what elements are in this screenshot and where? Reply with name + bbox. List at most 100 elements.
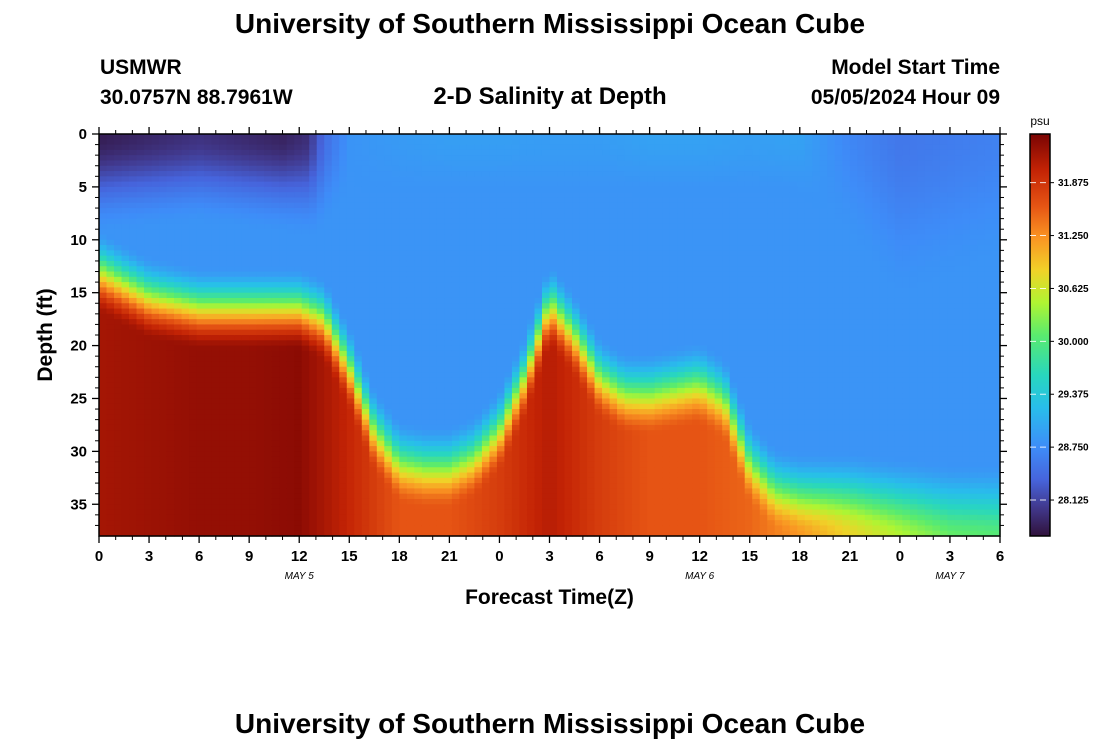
heatmap-cell	[241, 319, 250, 326]
heatmap-cell	[256, 340, 265, 347]
heatmap-cell	[166, 324, 175, 331]
heatmap-cell	[339, 234, 348, 241]
heatmap-cell	[391, 297, 400, 304]
heatmap-cell	[549, 372, 558, 378]
heatmap-cell	[196, 509, 205, 516]
heatmap-cell	[159, 467, 168, 474]
heatmap-cell	[159, 245, 168, 251]
heatmap-cell	[436, 424, 445, 431]
heatmap-cell	[144, 335, 153, 341]
heatmap-cell	[159, 398, 168, 405]
heatmap-cell	[549, 250, 558, 257]
heatmap-cell	[136, 292, 145, 299]
heatmap-cell	[436, 387, 445, 394]
heatmap-cell	[346, 266, 355, 273]
heatmap-cell	[196, 446, 205, 452]
heatmap-cell	[519, 403, 528, 410]
heatmap-cell	[264, 171, 273, 177]
heatmap-cell	[346, 239, 355, 246]
heatmap-cell	[279, 144, 288, 151]
heatmap-cell	[159, 345, 168, 352]
heatmap-cell	[496, 424, 506, 431]
heatmap-cell	[301, 260, 310, 267]
heatmap-cell	[519, 335, 528, 341]
heatmap-cell	[474, 308, 483, 315]
heatmap-cell	[301, 208, 310, 214]
heatmap-cell	[391, 276, 400, 283]
heatmap-cell	[466, 350, 476, 357]
heatmap-cell	[211, 366, 220, 373]
heatmap-cell	[406, 345, 415, 352]
heatmap-cell	[339, 292, 348, 299]
heatmap-cell	[429, 345, 438, 352]
heatmap-cell	[279, 520, 288, 527]
heatmap-cell	[211, 467, 220, 474]
heatmap-cell	[346, 171, 355, 177]
heatmap-cell	[369, 398, 378, 405]
heatmap-cell	[241, 387, 250, 394]
heatmap-cell	[421, 213, 430, 220]
heatmap-cell	[436, 165, 445, 172]
heatmap-cell	[429, 493, 438, 500]
heatmap-cell	[376, 149, 385, 156]
heatmap-cell	[279, 387, 288, 394]
heatmap-cell	[564, 467, 573, 474]
heatmap-cell	[549, 271, 558, 278]
heatmap-cell	[399, 229, 408, 236]
heatmap-cell	[264, 446, 273, 452]
heatmap-cell	[181, 498, 190, 505]
heatmap-cell	[354, 472, 363, 479]
heatmap-cell	[241, 303, 250, 310]
heatmap-cell	[286, 345, 295, 352]
heatmap-cell	[114, 424, 123, 431]
heatmap-cell	[376, 430, 385, 437]
heatmap-cell	[346, 208, 355, 214]
heatmap-cell	[181, 276, 190, 283]
heatmap-cell	[496, 155, 506, 162]
heatmap-cell	[196, 292, 205, 299]
heatmap-cell	[346, 292, 355, 299]
heatmap-cell	[181, 488, 190, 495]
heatmap-cell	[466, 520, 476, 527]
heatmap-cell	[286, 387, 295, 394]
heatmap-cell	[189, 266, 198, 273]
heatmap-cell	[271, 345, 280, 352]
heatmap-cell	[436, 208, 445, 214]
heatmap-cell	[271, 197, 280, 204]
heatmap-cell	[369, 403, 378, 410]
heatmap-cell	[189, 245, 198, 251]
heatmap-cell	[226, 160, 235, 167]
heatmap-cell	[286, 282, 295, 288]
heatmap-cell	[211, 287, 220, 294]
heatmap-cell	[174, 430, 183, 437]
heatmap-cell	[496, 530, 506, 537]
heatmap-cell	[144, 446, 153, 452]
heatmap-cell	[196, 260, 205, 267]
heatmap-cell	[549, 366, 558, 373]
heatmap-cell	[114, 514, 123, 521]
heatmap-cell	[256, 308, 265, 315]
heatmap-cell	[151, 366, 160, 373]
heatmap-cell	[534, 208, 543, 214]
heatmap-cell	[481, 430, 491, 437]
heatmap-cell	[474, 287, 483, 294]
heatmap-cell	[219, 271, 228, 278]
heatmap-cell	[106, 134, 115, 140]
heatmap-cell	[136, 409, 145, 415]
heatmap-cell	[376, 287, 385, 294]
heatmap-cell	[279, 409, 288, 415]
heatmap-cell	[541, 213, 551, 220]
heatmap-cell	[279, 171, 288, 177]
heatmap-cell	[286, 176, 295, 183]
heatmap-cell	[421, 192, 430, 199]
heatmap-cell	[234, 155, 243, 162]
heatmap-cell	[301, 139, 310, 146]
heatmap-cell	[129, 387, 138, 394]
heatmap-cell	[354, 451, 363, 458]
heatmap-cell	[226, 472, 235, 479]
heatmap-cell	[519, 144, 528, 151]
heatmap-cell	[174, 345, 183, 352]
heatmap-cell	[451, 430, 460, 437]
heatmap-cell	[316, 282, 325, 288]
heatmap-cell	[421, 525, 430, 532]
